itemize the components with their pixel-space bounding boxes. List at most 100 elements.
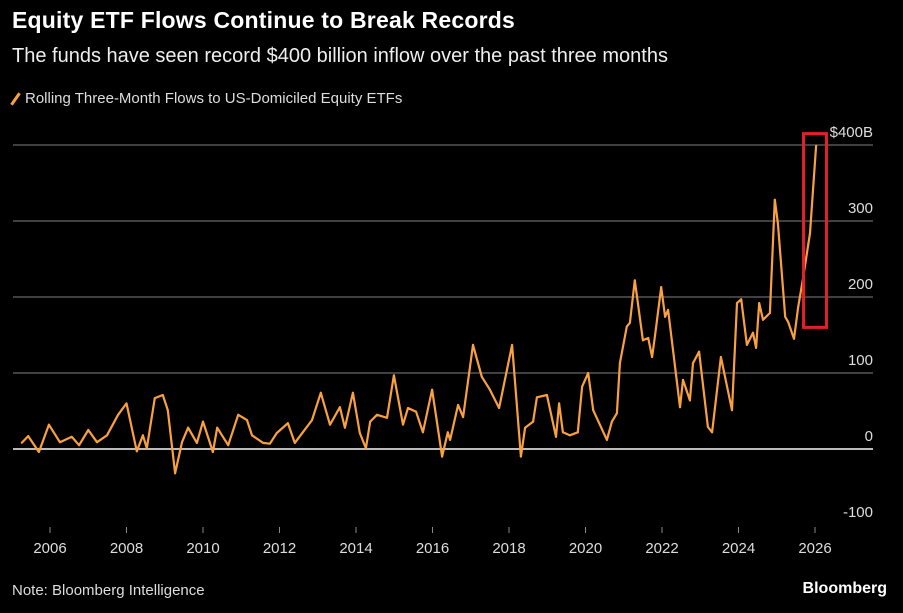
data-point xyxy=(625,325,628,328)
data-point xyxy=(664,315,667,318)
data-point xyxy=(706,425,709,428)
data-point xyxy=(125,402,128,405)
data-point xyxy=(245,419,248,422)
x-tick-label: 2010 xyxy=(186,540,219,557)
data-point xyxy=(545,394,548,397)
data-point xyxy=(768,311,771,314)
data-point xyxy=(755,346,758,349)
data-point xyxy=(415,410,418,413)
data-point xyxy=(758,302,761,305)
data-point xyxy=(581,385,584,388)
data-point xyxy=(660,286,663,289)
data-point xyxy=(678,406,681,409)
x-tick-label: 2024 xyxy=(722,540,755,557)
data-point xyxy=(47,423,50,426)
data-point xyxy=(532,420,535,423)
data-point xyxy=(195,441,198,444)
data-point xyxy=(117,413,120,416)
legend: Rolling Three-Month Flows to US-Domicile… xyxy=(10,90,403,107)
source-note: Note: Bloomberg Intelligence xyxy=(12,582,205,599)
data-point xyxy=(27,435,30,438)
data-point xyxy=(480,375,483,378)
data-point xyxy=(519,455,522,458)
x-tick-label: 2018 xyxy=(492,540,525,557)
x-tick-label: 2020 xyxy=(569,540,602,557)
data-point xyxy=(787,321,790,324)
chart-title: Equity ETF Flows Continue to Break Recor… xyxy=(12,7,515,33)
x-tick-label: 2022 xyxy=(645,540,678,557)
data-point xyxy=(610,420,613,423)
x-tick-label: 2006 xyxy=(33,540,66,557)
data-point xyxy=(180,441,183,444)
highlight-box xyxy=(802,132,828,329)
data-point xyxy=(641,339,644,342)
data-point xyxy=(752,331,755,334)
data-point xyxy=(576,431,579,434)
data-point xyxy=(449,438,452,441)
data-point xyxy=(511,343,514,346)
data-point xyxy=(338,406,341,409)
data-point xyxy=(615,412,618,415)
data-point xyxy=(592,409,595,412)
data-point xyxy=(328,423,331,426)
legend-label: Rolling Three-Month Flows to US-Domicile… xyxy=(25,90,403,107)
data-point xyxy=(268,442,271,445)
data-point xyxy=(457,403,460,406)
data-point xyxy=(319,391,322,394)
data-point xyxy=(654,334,657,336)
data-point xyxy=(166,409,169,412)
data-point xyxy=(498,406,501,409)
data-point xyxy=(462,416,465,419)
data-point xyxy=(262,441,265,444)
data-point xyxy=(20,441,23,444)
data-point xyxy=(776,222,779,225)
data-point xyxy=(719,356,722,359)
x-tick-label: 2014 xyxy=(339,540,372,557)
data-point xyxy=(555,435,558,438)
data-point xyxy=(250,434,253,437)
data-point xyxy=(711,431,714,434)
data-point xyxy=(730,409,733,412)
data-point xyxy=(647,337,650,340)
y-tick-label: $400B xyxy=(830,124,873,141)
data-point xyxy=(441,455,444,458)
y-tick-label: 300 xyxy=(848,200,873,217)
data-point xyxy=(809,232,812,235)
data-point xyxy=(784,315,787,318)
data-point xyxy=(145,447,148,450)
data-point xyxy=(311,419,314,422)
data-point xyxy=(688,399,691,402)
data-point xyxy=(402,423,405,426)
data-point xyxy=(174,472,177,475)
y-tick-label: 0 xyxy=(865,428,873,445)
data-point xyxy=(792,337,795,340)
data-point xyxy=(135,450,138,453)
chart-subtitle: The funds have seen record $400 billion … xyxy=(12,45,668,67)
data-point xyxy=(286,422,289,425)
data-point xyxy=(740,298,743,301)
data-point xyxy=(301,431,304,434)
data-point xyxy=(797,305,800,308)
data-point xyxy=(202,420,204,423)
data-point xyxy=(37,451,40,454)
series-line xyxy=(20,145,818,475)
x-tick-label: 2016 xyxy=(416,540,449,557)
bloomberg-logo: Bloomberg xyxy=(802,580,887,597)
data-point xyxy=(587,372,590,374)
data-point xyxy=(58,441,61,444)
data-point xyxy=(651,356,654,359)
data-point xyxy=(364,447,367,450)
data-point xyxy=(78,444,81,447)
data-point xyxy=(691,362,694,365)
data-point xyxy=(558,402,561,405)
y-tick-label: 100 xyxy=(848,352,873,369)
data-point xyxy=(421,431,424,434)
data-point xyxy=(407,406,410,409)
data-point xyxy=(227,444,230,447)
x-tick-label: 2026 xyxy=(798,540,831,557)
data-point xyxy=(735,302,738,305)
data-point xyxy=(524,426,527,429)
data-point xyxy=(568,434,571,437)
data-point xyxy=(385,416,388,419)
